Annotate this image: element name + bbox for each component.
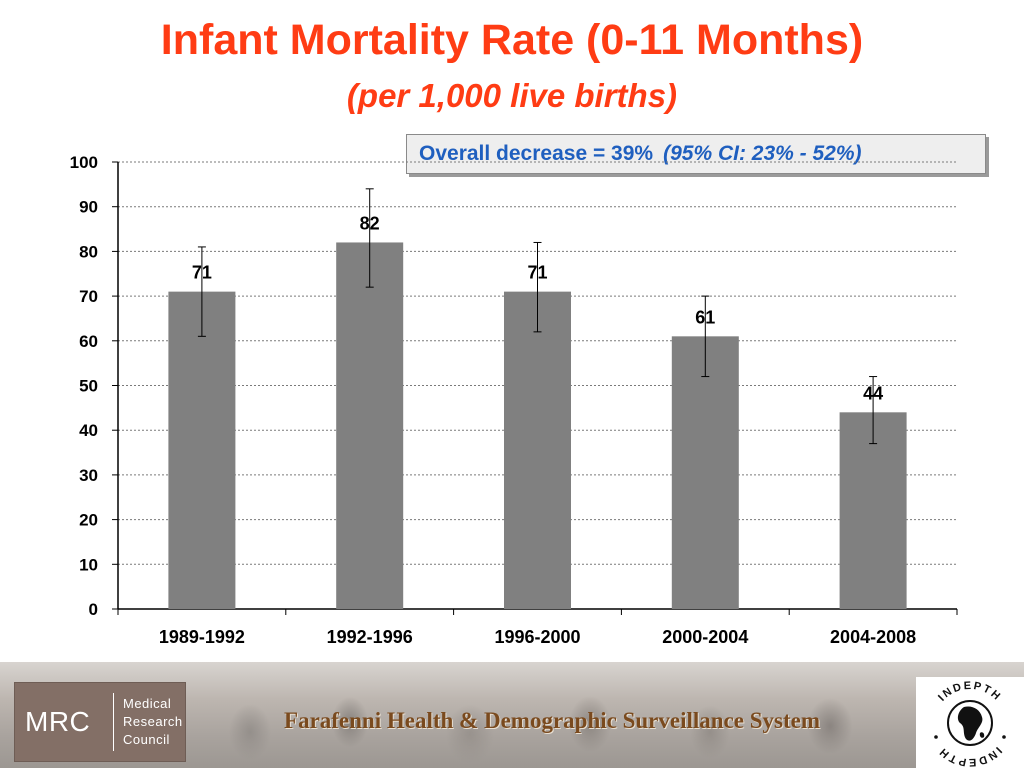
bar-1992-1996 xyxy=(336,242,404,609)
data-label: 82 xyxy=(360,213,380,233)
footer-crowd-photo xyxy=(190,662,910,768)
data-label: 44 xyxy=(863,383,883,403)
x-tick-label: 1996-2000 xyxy=(494,627,580,647)
y-tick-label: 40 xyxy=(79,421,98,440)
x-tick-label: 2000-2004 xyxy=(662,627,748,647)
infant-mortality-bar-chart: 0 10 20 30 40 50 60 70 80 90 100 71 1989-1992 82 1992-… xyxy=(70,153,958,647)
mrc-logo-words: Medical Research Council xyxy=(123,695,183,749)
x-tick-label: 1989-1992 xyxy=(159,627,245,647)
y-tick-label: 10 xyxy=(79,555,98,574)
mrc-logo-line-1: Medical xyxy=(123,696,172,711)
bar-1996-2000 xyxy=(504,291,571,609)
bar-2000-2004 xyxy=(671,336,739,609)
y-tick-label: 90 xyxy=(79,198,98,217)
y-tick-label: 30 xyxy=(79,466,98,485)
overall-decrease-text: Overall decrease = 39% xyxy=(419,142,654,165)
y-tick-label: 80 xyxy=(79,242,98,261)
data-label: 71 xyxy=(192,263,212,283)
y-tick-label: 60 xyxy=(79,332,98,351)
svg-text:INDEPTH: INDEPTH xyxy=(936,744,1004,768)
mrc-logo-line-3: Council xyxy=(123,732,170,747)
overall-decrease-note: Overall decrease = 39% (95% CI: 23% - 52%… xyxy=(406,134,986,174)
y-tick-label: 70 xyxy=(79,287,98,306)
x-tick-label: 2004-2008 xyxy=(830,627,916,647)
y-tick-label: 50 xyxy=(79,377,98,396)
mrc-logo-abbreviation: MRC xyxy=(25,706,91,737)
data-label: 71 xyxy=(527,263,547,283)
surveillance-system-name: Farafenni Health & Demographic Surveilla… xyxy=(284,708,820,733)
y-tick-label: 20 xyxy=(79,511,98,530)
indepth-logo-text-bottom: INDEPTH xyxy=(936,744,1002,768)
data-label: 61 xyxy=(695,307,715,327)
mrc-logo: MRC Medical Research Council xyxy=(14,682,186,762)
bar-2004-2008 xyxy=(839,412,907,609)
bar-1989-1992 xyxy=(168,291,236,609)
y-tick-label: 100 xyxy=(70,153,98,172)
mrc-logo-divider xyxy=(113,693,114,751)
mrc-logo-line-2: Research xyxy=(123,714,183,729)
slide-subtitle: (per 1,000 live births) xyxy=(346,77,678,114)
indepth-logo: INDEPTH INDEPTH xyxy=(916,677,1024,768)
confidence-interval-text: (95% CI: 23% - 52%) xyxy=(663,142,862,165)
y-tick-label: 0 xyxy=(89,600,98,619)
x-tick-label: 1992-1996 xyxy=(327,627,413,647)
indepth-globe-icon: INDEPTH INDEPTH xyxy=(934,680,1006,768)
slide-title: Infant Mortality Rate (0-11 Months) xyxy=(160,16,864,64)
